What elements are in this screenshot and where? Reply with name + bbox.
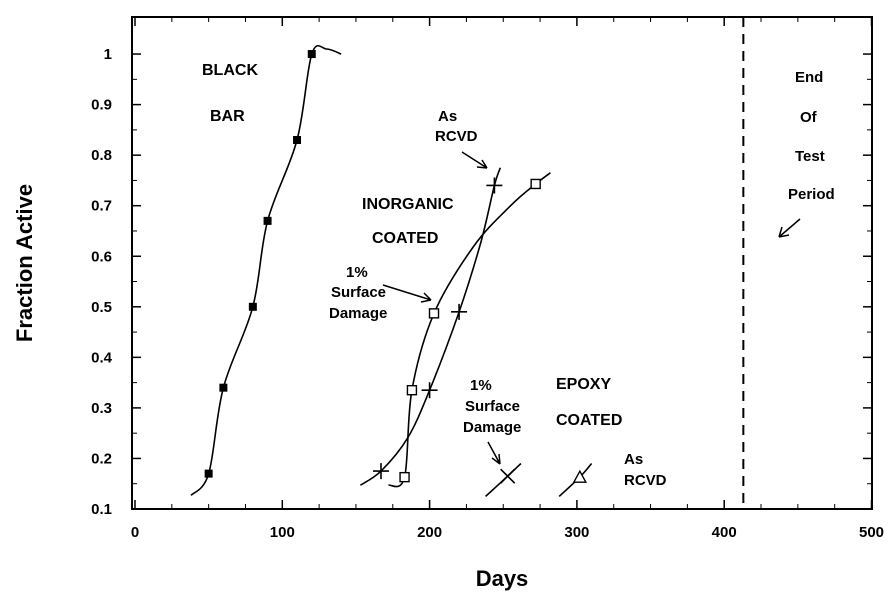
series-curve-open-square bbox=[388, 172, 551, 488]
annotation-line: RCVD bbox=[624, 472, 667, 489]
data-point-plus bbox=[372, 463, 389, 480]
annotation-inorganic-coated: INORGANIC COATED bbox=[362, 196, 454, 247]
x-tick-label: 500 bbox=[859, 524, 884, 541]
annotation-line: 1% bbox=[470, 377, 492, 394]
annotation-line: 1% bbox=[346, 264, 368, 281]
data-point-open-square bbox=[428, 308, 440, 319]
y-tick-label: 1 bbox=[104, 46, 112, 63]
arrow-end-of-test bbox=[778, 218, 801, 238]
y-tick-label: 0.2 bbox=[91, 450, 112, 467]
annotation-line: Of bbox=[800, 109, 818, 126]
arrow-surface-damage-epoxy bbox=[487, 441, 501, 465]
annotation-line: Damage bbox=[329, 305, 387, 322]
x-tick-label: 200 bbox=[417, 524, 442, 541]
annotation-line: Damage bbox=[463, 419, 521, 436]
x-axis-title: Days bbox=[476, 566, 529, 591]
arrow-as-rcvd-inorganic bbox=[461, 151, 488, 169]
annotation-as-rcvd-inorganic: As RCVD bbox=[435, 108, 478, 145]
annotation-line: Surface bbox=[331, 284, 386, 301]
data-point-triangle bbox=[572, 469, 588, 483]
annotation-line: Surface bbox=[465, 398, 520, 415]
y-tick-label: 0.7 bbox=[91, 198, 112, 215]
annotation-black-bar: BLACK BAR bbox=[202, 62, 258, 125]
data-point-filled-square bbox=[204, 469, 213, 478]
annotation-end-of-test-period: End Of Test Period bbox=[788, 69, 835, 203]
x-tick-label: 300 bbox=[564, 524, 589, 541]
y-tick-label: 0.9 bbox=[91, 97, 112, 114]
data-point-plus bbox=[451, 303, 468, 320]
annotation-line: COATED bbox=[372, 230, 438, 247]
y-tick-label: 0.3 bbox=[91, 400, 112, 417]
y-axis-title: Fraction Active bbox=[12, 184, 37, 342]
series-curve-plus bbox=[359, 167, 502, 486]
data-point-open-square bbox=[406, 385, 418, 396]
data-point-filled-square bbox=[307, 50, 316, 59]
x-tick-label: 0 bbox=[131, 524, 139, 541]
annotation-line: As bbox=[624, 451, 643, 468]
fit-curves bbox=[190, 45, 593, 497]
annotation-line: EPOXY bbox=[556, 376, 611, 393]
annotation-line: COATED bbox=[556, 412, 622, 429]
data-point-plus bbox=[486, 177, 503, 194]
data-point-plus bbox=[421, 382, 438, 399]
x-tick-label: 100 bbox=[270, 524, 295, 541]
annotation-surface-damage-epoxy: 1% Surface Damage bbox=[463, 377, 521, 436]
x-tick-label: 400 bbox=[712, 524, 737, 541]
annotation-line: As bbox=[438, 108, 457, 125]
y-tick-label: 0.8 bbox=[91, 147, 112, 164]
data-markers bbox=[204, 50, 588, 484]
y-tick-label: 0.5 bbox=[91, 299, 112, 316]
data-point-filled-square bbox=[293, 135, 302, 144]
annotation-line: Period bbox=[788, 186, 835, 203]
y-tick-label: 0.4 bbox=[91, 349, 113, 366]
data-point-filled-square bbox=[263, 216, 272, 225]
annotation-line: Test bbox=[795, 148, 825, 165]
data-point-filled-square bbox=[219, 383, 228, 392]
annotation-line: BAR bbox=[210, 108, 245, 125]
y-tick-label: 0.1 bbox=[91, 501, 112, 518]
annotation-arrows bbox=[382, 151, 801, 465]
plot-frame bbox=[131, 16, 873, 510]
axis-ticks bbox=[132, 17, 873, 510]
annotation-as-rcvd-epoxy: As RCVD bbox=[624, 451, 667, 489]
data-point-filled-square bbox=[248, 302, 257, 311]
annotation-line: INORGANIC bbox=[362, 196, 454, 213]
annotation-epoxy-coated: EPOXY COATED bbox=[556, 376, 622, 429]
annotation-surface-damage-inorganic: 1% Surface Damage bbox=[329, 264, 387, 322]
arrow-surface-damage-inorganic bbox=[382, 284, 432, 303]
data-point-open-square bbox=[399, 471, 410, 483]
data-point-x bbox=[500, 468, 516, 484]
annotation-line: RCVD bbox=[435, 128, 478, 145]
y-tick-label: 0.6 bbox=[91, 248, 112, 265]
annotation-line: BLACK bbox=[202, 62, 258, 79]
tick-labels: 0 100 200 300 400 500 0.1 0.2 0.3 0.4 0.5 0.6 0.7 0.8… bbox=[91, 46, 884, 541]
annotation-line: End bbox=[795, 69, 823, 86]
data-point-open-square bbox=[530, 178, 541, 190]
